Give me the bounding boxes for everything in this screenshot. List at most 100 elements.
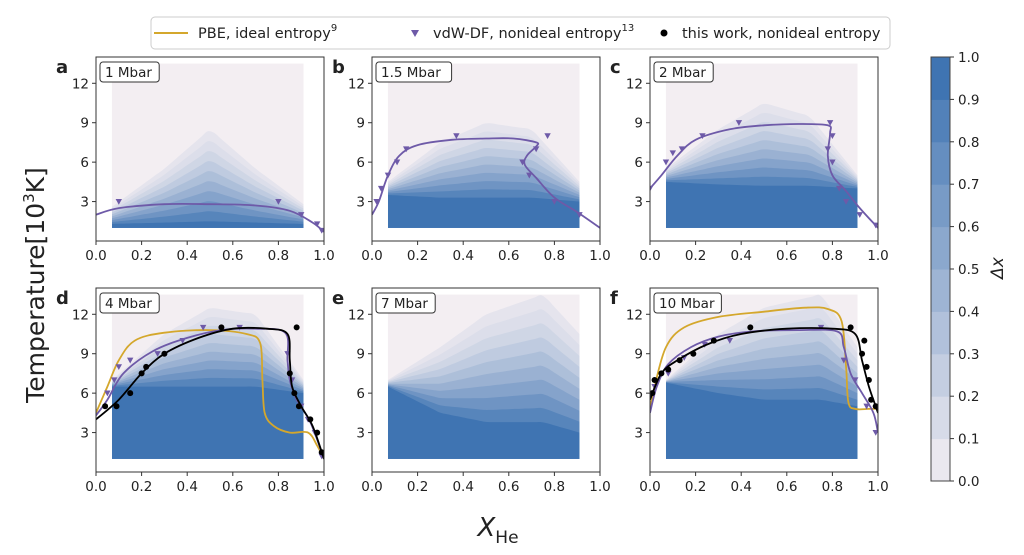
x-tick-label: 0.8 xyxy=(822,248,843,264)
series-layer xyxy=(650,120,878,229)
data-point-dot xyxy=(650,390,656,397)
pressure-label-box xyxy=(99,292,160,314)
series-line xyxy=(96,202,324,233)
panel-letter: b xyxy=(332,57,345,78)
x-tick-label: 0.6 xyxy=(498,248,519,264)
x-tick-label: 0.8 xyxy=(268,479,289,495)
pressure-label: 4 Mbar xyxy=(105,296,152,312)
y-tick-label: 3 xyxy=(634,426,643,442)
panel-frame xyxy=(95,287,325,473)
pressure-label-box xyxy=(375,292,436,314)
legend-label: vdW-DF, nonideal entropy13 xyxy=(433,23,634,42)
contour-band xyxy=(112,221,304,228)
legend-item: PBE, ideal entropy9 xyxy=(154,23,337,42)
panel-d: 0.0 0.2 0.4 0.6 0.8 1.0 3 6 9 12 4 Mbar d xyxy=(56,287,335,495)
colorbar-band xyxy=(931,57,950,100)
data-point-dot xyxy=(318,449,324,456)
y-tick-label: 12 xyxy=(348,76,365,92)
legend-item: vdW-DF, nonideal entropy13 xyxy=(411,23,634,42)
data-point-dot xyxy=(314,429,321,436)
x-tick-label: 0.8 xyxy=(822,479,843,495)
x-tick-label: 0.0 xyxy=(361,479,382,495)
data-point-dot xyxy=(658,370,665,377)
data-point-dot xyxy=(291,390,298,397)
pressure-label-box xyxy=(653,61,714,83)
data-point-dot xyxy=(865,377,872,383)
legend-label-text: PBE, ideal entropy xyxy=(198,26,331,42)
data-point-triangle xyxy=(669,150,676,157)
data-point-triangle xyxy=(532,146,540,153)
y-tick-label: 3 xyxy=(634,195,643,211)
data-point-triangle xyxy=(298,212,305,218)
legend-item: this work, nonideal entropy xyxy=(660,26,881,42)
contour-band xyxy=(112,386,304,459)
contour-band xyxy=(388,195,580,228)
x-tick-label: 0.6 xyxy=(222,248,243,264)
series-line xyxy=(372,137,600,229)
panel-letter: e xyxy=(332,288,344,309)
data-point-triangle xyxy=(453,133,460,140)
panel-f: 0.0 0.2 0.4 0.6 0.8 1.0 3 6 9 12 10 Mbar f xyxy=(610,287,889,495)
pressure-label-box xyxy=(375,61,453,83)
data-point-triangle xyxy=(393,159,401,166)
series-layer xyxy=(650,306,878,436)
x-tick-label: 1.0 xyxy=(313,248,334,264)
y-tick-label: 9 xyxy=(634,347,643,363)
data-point-triangle xyxy=(836,185,843,192)
data-point-triangle xyxy=(179,337,186,344)
pressure-label: 7 Mbar xyxy=(381,296,428,312)
pressure-label: 2 Mbar xyxy=(659,65,706,81)
x-tick-label: 1.0 xyxy=(867,479,888,495)
data-point-triangle xyxy=(840,357,847,364)
panel-letter: d xyxy=(56,288,69,309)
data-point-triangle xyxy=(726,337,733,344)
y-tick-label: 9 xyxy=(80,116,89,132)
x-tick-label: 0.0 xyxy=(361,248,382,264)
x-tick-label: 0.8 xyxy=(544,479,565,495)
x-tick-label: 0.8 xyxy=(544,248,565,264)
data-point-triangle xyxy=(826,120,834,126)
data-point-dot xyxy=(868,396,875,403)
data-point-dot xyxy=(665,366,672,373)
x-tick-label: 0.4 xyxy=(452,479,473,495)
data-point-dot xyxy=(138,370,145,377)
y-tick-label: 12 xyxy=(626,307,643,323)
colorbar-band xyxy=(931,184,950,228)
x-tick-label: 1.0 xyxy=(313,479,334,495)
data-point-triangle xyxy=(115,364,122,371)
data-point-triangle xyxy=(318,227,324,234)
legend-label-text: this work, nonideal entropy xyxy=(682,26,881,42)
data-point-triangle xyxy=(699,133,706,140)
colorbar-label: Δx xyxy=(988,256,1008,281)
x-tick-label: 0.0 xyxy=(639,248,660,264)
pressure-label: 1.5 Mbar xyxy=(381,65,441,81)
y-tick-label: 6 xyxy=(80,386,89,402)
contour-band xyxy=(388,386,580,459)
data-point-triangle xyxy=(373,198,380,205)
colorbar-band xyxy=(931,438,950,482)
data-point-triangle xyxy=(842,198,850,205)
data-point-triangle xyxy=(104,390,111,397)
y-tick-label: 12 xyxy=(626,76,643,92)
pressure-label-box xyxy=(653,292,722,314)
x-tick-label: 0.2 xyxy=(685,248,706,264)
y-tick-label: 9 xyxy=(634,116,643,132)
data-point-triangle xyxy=(111,377,118,384)
y-tick-label: 3 xyxy=(80,195,89,211)
colorbar-band xyxy=(931,226,950,270)
data-point-triangle xyxy=(526,172,533,179)
data-point-dot xyxy=(710,337,717,344)
x-tick-label: 0.4 xyxy=(730,248,751,264)
x-tick-label: 0.0 xyxy=(85,248,106,264)
x-tick-label: 0.0 xyxy=(639,479,660,495)
y-tick-label: 12 xyxy=(348,307,365,323)
panel-frame xyxy=(95,56,325,242)
colorbar-band xyxy=(931,99,950,143)
data-point-triangle xyxy=(576,212,583,218)
legend-label-text: vdW-DF, nonideal entropy xyxy=(433,26,622,42)
data-point-dot xyxy=(286,370,293,377)
colorbar-tick-label: 0.1 xyxy=(958,432,979,448)
data-point-triangle xyxy=(377,185,385,192)
